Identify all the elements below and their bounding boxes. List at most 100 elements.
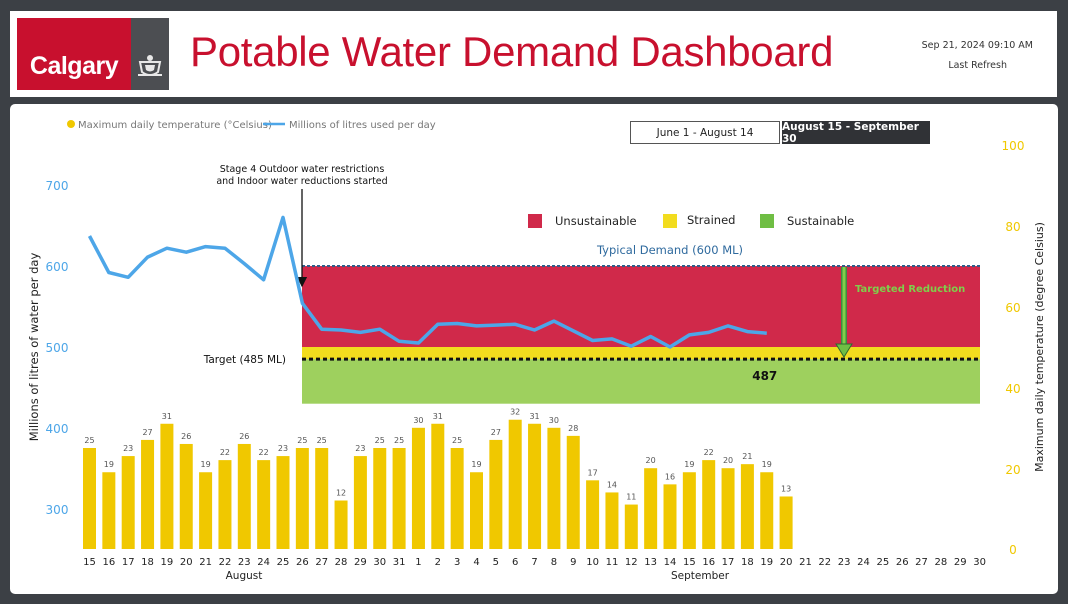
tab-august-september[interactable]: August 15 - September 30 [782, 121, 930, 145]
x-tick-label: 24 [857, 557, 870, 568]
zone-legend-sustainable-swatch [760, 214, 774, 228]
right-tick-label: 80 [1005, 220, 1020, 234]
temperature-bar-label: 16 [665, 472, 675, 481]
x-tick-label: 7 [531, 557, 537, 568]
x-tick-label: 28 [935, 557, 948, 568]
left-tick-label: 600 [46, 260, 69, 274]
temperature-bar-label: 22 [259, 448, 269, 457]
x-tick-label: 16 [102, 557, 115, 568]
x-tick-label: 6 [512, 557, 518, 568]
x-tick-label: 14 [664, 557, 677, 568]
y-axis-left-title: Millions of litres of water per day [27, 253, 41, 442]
temperature-bar [566, 435, 580, 549]
left-tick-label: 700 [46, 179, 69, 193]
temperature-bar-label: 20 [723, 456, 733, 465]
temperature-bar-label: 19 [684, 460, 694, 469]
x-tick-label: 10 [586, 557, 599, 568]
temperature-bar-label: 23 [123, 444, 133, 453]
x-tick-label: 28 [335, 557, 348, 568]
x-tick-label: 19 [760, 557, 773, 568]
temperature-bar [644, 468, 658, 549]
temperature-bar-label: 23 [355, 444, 365, 453]
annotation-line-1: Stage 4 Outdoor water restrictions [220, 164, 385, 175]
calgary-logo: Calgary [17, 18, 131, 90]
temperature-bar [489, 439, 503, 549]
temperature-bar-label: 31 [433, 412, 443, 421]
temperature-bar [779, 496, 793, 549]
temperature-bar [315, 448, 329, 549]
target-label: Target (485 ML) [203, 354, 286, 366]
temperature-bar-label: 26 [239, 432, 249, 441]
x-tick-label: 12 [625, 557, 638, 568]
x-tick-label: 27 [315, 557, 328, 568]
temperature-bar [102, 472, 116, 549]
temperature-bar [586, 480, 600, 549]
temperature-bar-label: 19 [471, 460, 481, 469]
right-axis-ticks: 100 80 60 40 20 0 [1002, 139, 1025, 557]
temperature-bar-label: 30 [549, 416, 559, 425]
left-tick-label: 400 [46, 422, 69, 436]
temperature-bar-label: 23 [278, 444, 288, 453]
temperature-bar-label: 22 [704, 448, 714, 457]
x-tick-label: 13 [644, 557, 657, 568]
targeted-reduction-label: Targeted Reduction [855, 284, 965, 295]
temperature-bar [721, 468, 735, 549]
temperature-bar [682, 472, 696, 549]
temperature-bar-label: 28 [568, 424, 578, 433]
temperature-bar [624, 504, 638, 549]
water-use-line [87, 215, 767, 349]
right-tick-label: 100 [1002, 139, 1025, 153]
zone-legend-unsustainable-swatch [528, 214, 542, 228]
x-tick-label: 31 [393, 557, 406, 568]
current-value-label: 487 [752, 369, 777, 383]
x-tick-label: 30 [973, 557, 986, 568]
temperature-bar [83, 448, 96, 549]
temperature-bar-label: 19 [104, 460, 114, 469]
typical-demand-label: Typical Demand (600 ML) [596, 243, 743, 257]
temperature-bar [740, 464, 754, 549]
x-tick-label: 25 [277, 557, 290, 568]
x-tick-label: 26 [896, 557, 909, 568]
temperature-bar [411, 427, 425, 549]
x-tick-label: 3 [454, 557, 460, 568]
right-tick-label: 60 [1005, 301, 1020, 315]
temperature-bar [237, 443, 251, 549]
x-tick-label: 21 [199, 557, 212, 568]
temperature-bar-label: 17 [588, 468, 598, 477]
temperature-bar [392, 448, 406, 549]
right-tick-label: 20 [1005, 463, 1020, 477]
x-tick-label: 15 [683, 557, 696, 568]
temperature-bar-label: 25 [394, 436, 404, 445]
unsustainable-zone [302, 266, 980, 347]
temperature-bar-label: 19 [762, 460, 772, 469]
temperature-bar [218, 460, 232, 549]
x-tick-label: 27 [915, 557, 928, 568]
targeted-reduction-arrowhead [835, 343, 853, 358]
temperature-bar [547, 427, 561, 549]
sustainable-zone [302, 359, 980, 404]
refresh-label: Last Refresh [948, 60, 1007, 71]
temperature-bar [179, 443, 193, 549]
annotation-line-2: and Indoor water reductions started [216, 176, 387, 187]
temperature-bar [141, 439, 155, 549]
zone-legend-sustainable: Sustainable [787, 214, 854, 228]
temperature-bar-label: 27 [142, 428, 152, 437]
left-tick-label: 500 [46, 341, 69, 355]
temperature-bar [663, 484, 677, 549]
temperature-bar-label: 25 [84, 436, 94, 445]
x-tick-label: 17 [722, 557, 735, 568]
x-tick-label: 15 [83, 557, 96, 568]
x-tick-label: 11 [606, 557, 619, 568]
temperature-bar [295, 448, 309, 549]
left-tick-label: 300 [46, 503, 69, 517]
x-tick-label: 18 [141, 557, 154, 568]
temperature-bar-label: 31 [529, 412, 539, 421]
right-tick-label: 40 [1005, 382, 1020, 396]
temperature-bar-label: 25 [317, 436, 327, 445]
strained-zone [302, 347, 980, 360]
temperature-bar-label: 13 [781, 484, 791, 493]
tab-june-august[interactable]: June 1 - August 14 [630, 121, 780, 144]
x-tick-label: 24 [257, 557, 270, 568]
x-tick-label: 21 [799, 557, 812, 568]
